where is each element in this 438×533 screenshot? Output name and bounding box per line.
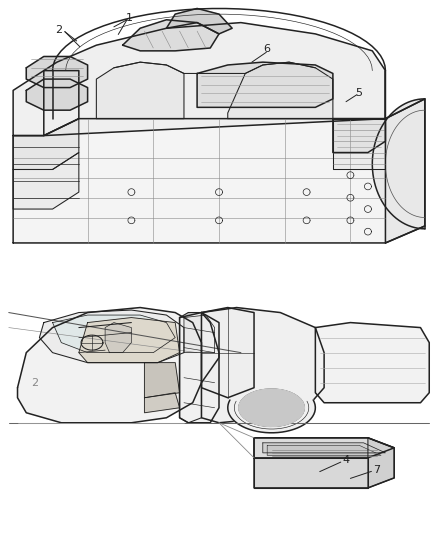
Polygon shape — [123, 20, 219, 51]
Polygon shape — [263, 443, 385, 453]
Polygon shape — [18, 308, 201, 423]
Text: 5: 5 — [356, 87, 363, 98]
Polygon shape — [180, 312, 201, 423]
Polygon shape — [372, 99, 425, 229]
Text: 2: 2 — [56, 25, 63, 35]
Text: 6: 6 — [264, 44, 271, 54]
Polygon shape — [333, 119, 385, 169]
Polygon shape — [197, 62, 333, 107]
Polygon shape — [368, 438, 394, 488]
Polygon shape — [13, 99, 425, 243]
Polygon shape — [333, 119, 385, 152]
Polygon shape — [13, 152, 79, 209]
Polygon shape — [105, 322, 131, 353]
Polygon shape — [184, 315, 215, 353]
Polygon shape — [79, 318, 180, 362]
Polygon shape — [315, 322, 429, 403]
Polygon shape — [26, 79, 88, 110]
Polygon shape — [96, 62, 184, 119]
Polygon shape — [39, 310, 184, 362]
Polygon shape — [385, 99, 425, 243]
Polygon shape — [228, 62, 333, 119]
Polygon shape — [26, 56, 88, 87]
Polygon shape — [228, 400, 315, 433]
Polygon shape — [145, 393, 180, 413]
Text: 4: 4 — [343, 455, 350, 465]
Polygon shape — [13, 70, 79, 135]
Polygon shape — [239, 389, 304, 426]
Polygon shape — [201, 308, 324, 423]
Text: 1: 1 — [126, 12, 133, 22]
Polygon shape — [254, 438, 394, 488]
Polygon shape — [201, 308, 254, 398]
Polygon shape — [13, 119, 79, 169]
Polygon shape — [267, 446, 381, 455]
Text: 2: 2 — [32, 378, 39, 387]
Polygon shape — [180, 312, 219, 423]
Text: 7: 7 — [373, 465, 380, 474]
Polygon shape — [254, 458, 368, 488]
Polygon shape — [166, 9, 232, 34]
Polygon shape — [44, 22, 385, 135]
Polygon shape — [53, 315, 175, 353]
Polygon shape — [145, 362, 180, 398]
Polygon shape — [254, 438, 394, 458]
